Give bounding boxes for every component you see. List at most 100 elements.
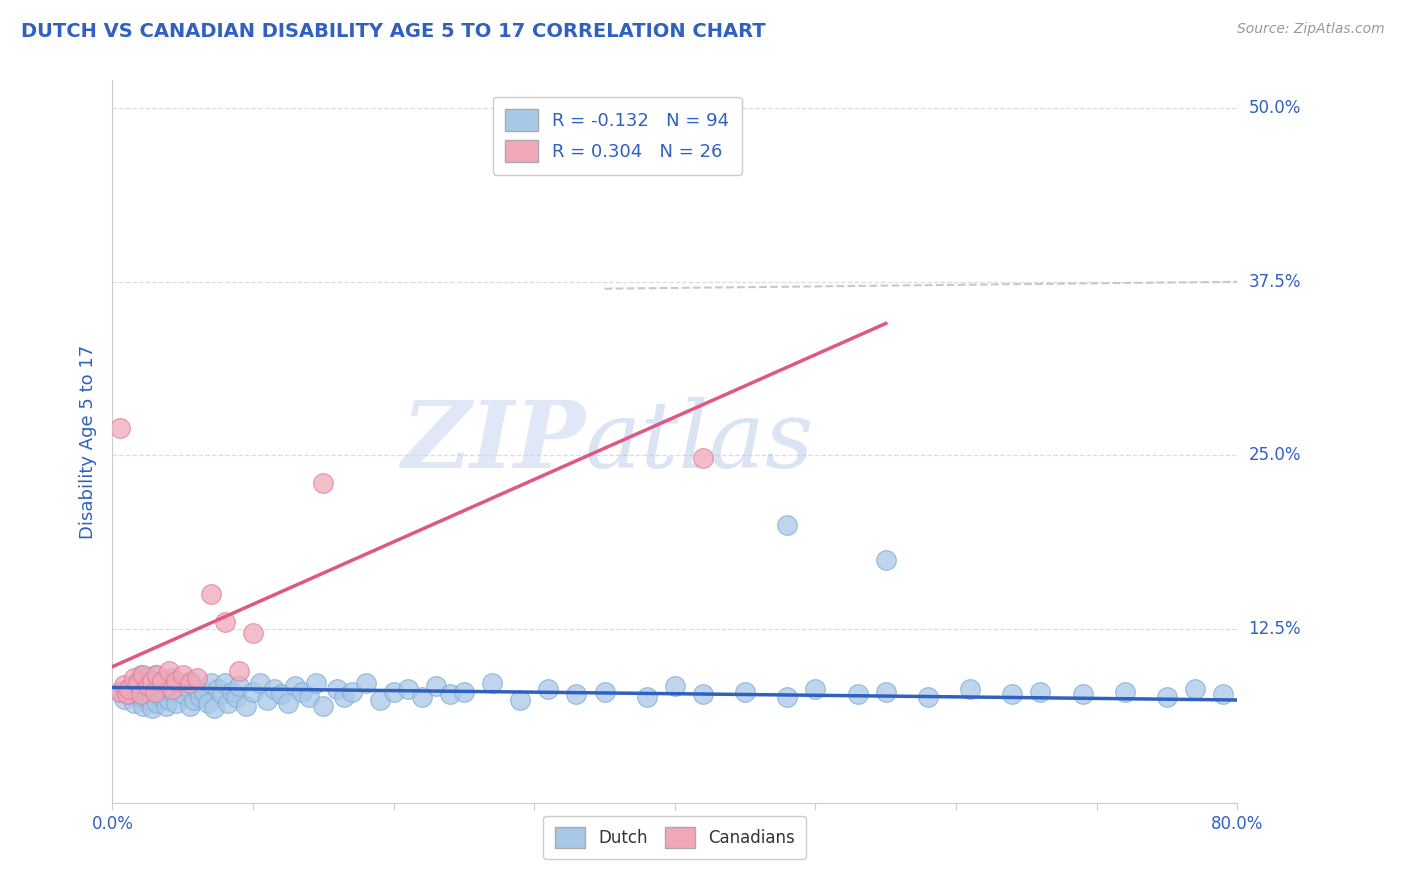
Point <box>1156 690 1178 705</box>
Point <box>157 664 180 678</box>
Point <box>326 681 349 696</box>
Point <box>150 673 173 688</box>
Point <box>150 681 173 696</box>
Point <box>115 681 138 696</box>
Point <box>207 681 229 696</box>
Point <box>108 684 131 698</box>
Point <box>333 690 356 705</box>
Point <box>593 684 616 698</box>
Point <box>1212 687 1234 701</box>
Point <box>211 687 233 701</box>
Point <box>439 687 461 701</box>
Text: 25.0%: 25.0% <box>1249 446 1301 465</box>
Point <box>396 681 419 696</box>
Point <box>112 691 135 706</box>
Point <box>453 684 475 698</box>
Point <box>129 668 152 682</box>
Point <box>160 684 183 698</box>
Point <box>214 615 236 630</box>
Point <box>132 668 155 682</box>
Point <box>312 698 335 713</box>
Point <box>565 687 588 701</box>
Point <box>118 681 141 696</box>
Point <box>179 676 201 690</box>
Point <box>411 690 433 705</box>
Point <box>692 451 714 466</box>
Point <box>179 673 201 688</box>
Point <box>846 687 869 701</box>
Text: Source: ZipAtlas.com: Source: ZipAtlas.com <box>1237 22 1385 37</box>
Point <box>157 693 180 707</box>
Point <box>115 687 138 701</box>
Point <box>186 671 208 685</box>
Point <box>146 668 169 682</box>
Text: atlas: atlas <box>585 397 814 486</box>
Point <box>481 676 503 690</box>
Point <box>141 679 163 693</box>
Point <box>217 696 239 710</box>
Point <box>425 679 447 693</box>
Point <box>193 684 215 698</box>
Point <box>179 698 201 713</box>
Point <box>1114 684 1136 698</box>
Point <box>340 684 363 698</box>
Point <box>509 693 531 707</box>
Point <box>1071 687 1094 701</box>
Point <box>160 681 183 696</box>
Point <box>256 693 278 707</box>
Point <box>146 696 169 710</box>
Point <box>200 587 222 601</box>
Point <box>136 671 159 685</box>
Point <box>136 679 159 693</box>
Point <box>200 676 222 690</box>
Point <box>155 673 177 688</box>
Point <box>291 684 314 698</box>
Point <box>202 701 225 715</box>
Point <box>242 626 264 640</box>
Point <box>776 690 799 705</box>
Point <box>108 684 131 698</box>
Point <box>734 684 756 698</box>
Point <box>776 517 799 532</box>
Legend: Dutch, Canadians: Dutch, Canadians <box>544 816 806 860</box>
Point <box>174 679 197 693</box>
Point <box>382 684 405 698</box>
Point <box>368 693 391 707</box>
Point <box>228 664 250 678</box>
Text: 37.5%: 37.5% <box>1249 273 1301 291</box>
Point <box>804 681 827 696</box>
Point <box>225 690 247 705</box>
Point <box>188 690 211 705</box>
Point <box>165 696 187 710</box>
Point <box>172 687 194 701</box>
Point <box>136 693 159 707</box>
Point <box>127 673 149 688</box>
Point <box>1184 681 1206 696</box>
Point <box>1029 684 1052 698</box>
Point <box>305 676 328 690</box>
Text: 50.0%: 50.0% <box>1249 99 1301 117</box>
Point <box>118 687 141 701</box>
Point <box>228 679 250 693</box>
Point <box>122 678 145 692</box>
Point <box>197 696 219 710</box>
Point <box>221 684 243 698</box>
Point <box>354 676 377 690</box>
Point <box>172 668 194 682</box>
Point <box>183 693 205 707</box>
Point <box>692 687 714 701</box>
Text: DUTCH VS CANADIAN DISABILITY AGE 5 TO 17 CORRELATION CHART: DUTCH VS CANADIAN DISABILITY AGE 5 TO 17… <box>21 22 766 41</box>
Point <box>143 684 166 698</box>
Point <box>132 676 155 690</box>
Point <box>537 681 560 696</box>
Point <box>875 552 897 566</box>
Point <box>298 690 321 705</box>
Text: ZIP: ZIP <box>401 397 585 486</box>
Point <box>263 681 285 696</box>
Point <box>143 687 166 701</box>
Point <box>155 698 177 713</box>
Point <box>214 676 236 690</box>
Point <box>150 690 173 705</box>
Point <box>917 690 939 705</box>
Point <box>146 676 169 690</box>
